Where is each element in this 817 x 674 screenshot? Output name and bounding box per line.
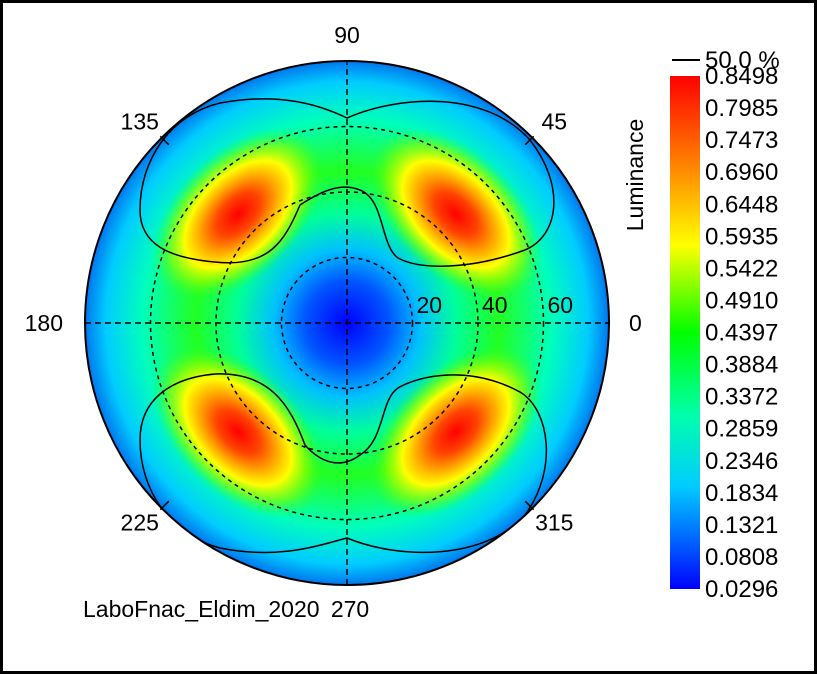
colorbar-tick-label: 0.3372 bbox=[705, 384, 778, 411]
colorbar-title: Luminance bbox=[622, 119, 648, 232]
colorbar-tick-label: 0.0296 bbox=[705, 576, 778, 603]
hotspot-315 bbox=[369, 345, 543, 519]
footer-text: LaboFnac_Eldim_2020 bbox=[83, 596, 320, 622]
angle-label-270: 270 bbox=[331, 596, 369, 622]
colorbar-tick-label: 0.1321 bbox=[705, 512, 778, 539]
radial-label-20: 20 bbox=[417, 292, 443, 318]
ring-tick-135 bbox=[159, 135, 170, 146]
colorbar-ticks: 0.8498 0.7985 0.7473 0.6960 0.6448 0.5935 0.54… bbox=[705, 63, 778, 603]
colorbar-tick-label: 0.6960 bbox=[705, 159, 778, 186]
angle-label-225: 225 bbox=[121, 509, 159, 535]
ring-tick-225 bbox=[159, 500, 170, 511]
hotspot-135 bbox=[151, 127, 325, 301]
colorbar-tick-label: 0.3884 bbox=[705, 352, 778, 379]
colorbar-tick-label: 0.2859 bbox=[705, 416, 778, 443]
colorbar-tick-label: 0.4397 bbox=[705, 320, 778, 347]
colorbar-gradient-bar bbox=[670, 76, 700, 589]
contour-legend-label: 50.0 % bbox=[705, 47, 780, 74]
angle-label-45: 45 bbox=[541, 109, 567, 135]
radial-label-60: 60 bbox=[548, 292, 574, 318]
radial-labels: 20 40 60 bbox=[417, 292, 574, 318]
contour-upper bbox=[139, 98, 555, 267]
angle-label-180: 180 bbox=[25, 310, 63, 336]
colorbar-tick-label: 0.7473 bbox=[705, 127, 778, 154]
hotspots-layer bbox=[151, 127, 543, 519]
ring-tick-315 bbox=[524, 500, 535, 511]
colorbar-tick-label: 0.6448 bbox=[705, 191, 778, 218]
hotspot-225 bbox=[151, 345, 325, 519]
colorbar-tick-label: 0.5422 bbox=[705, 255, 778, 282]
colorbar: 50.0 % Luminance 0.8498 0.7985 0.7473 0.696… bbox=[622, 47, 780, 603]
colorbar-tick-label: 0.8498 bbox=[705, 63, 778, 90]
angle-labels: 0 45 90 135 180 225 315 270 bbox=[25, 22, 642, 622]
colorbar-tick-label: 0.0808 bbox=[705, 544, 778, 571]
radial-label-40: 40 bbox=[482, 292, 508, 318]
grid-circle-20 bbox=[280, 256, 414, 390]
colorbar-tick-label: 0.7985 bbox=[705, 95, 778, 122]
colorbar-tick-label: 0.5935 bbox=[705, 223, 778, 250]
hotspot-45 bbox=[369, 127, 543, 301]
colorbar-tick-label: 0.1834 bbox=[705, 480, 778, 507]
angle-label-135: 135 bbox=[121, 109, 159, 135]
angle-label-90: 90 bbox=[334, 22, 360, 48]
colorbar-tick-label: 0.2346 bbox=[705, 448, 778, 475]
colorbar-tick-label: 0.4910 bbox=[705, 287, 778, 314]
angle-label-0: 0 bbox=[629, 310, 642, 336]
angle-label-315: 315 bbox=[535, 509, 573, 535]
ring-tick-45 bbox=[524, 135, 535, 146]
polar-grid bbox=[85, 61, 609, 585]
